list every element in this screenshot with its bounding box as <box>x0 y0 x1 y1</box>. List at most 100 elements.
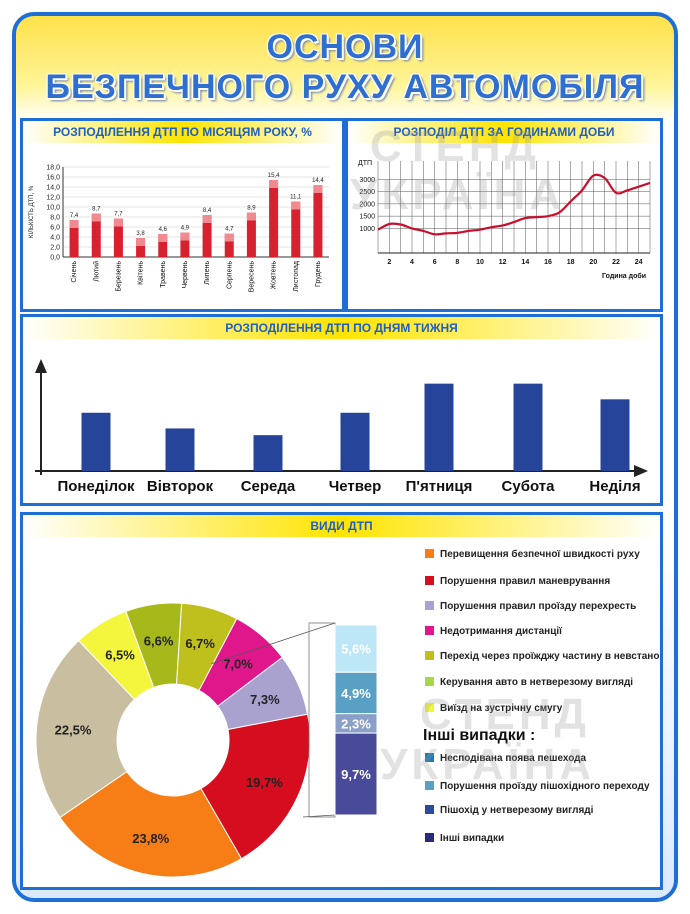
types-legend-swatch <box>425 626 434 635</box>
months-bar <box>136 238 146 257</box>
types-connector-bottom <box>302 814 336 818</box>
months-category-label: Липень <box>204 261 211 285</box>
types-legend-label: Порушення проїзду пішохідного переходу <box>440 781 650 792</box>
hours-xtick-label: 4 <box>410 259 414 266</box>
types-legend-swatch <box>425 601 434 610</box>
months-ytick-label: 8,0 <box>50 215 60 222</box>
types-connector-top <box>211 622 336 665</box>
types-legend-label: Порушення правил маневрування <box>440 576 610 587</box>
weekdays-category-label: Середа <box>241 478 296 495</box>
months-ytick-label: 12,0 <box>46 195 60 202</box>
weekdays-bar <box>513 383 543 471</box>
weekdays-y-axis-arrow <box>35 359 47 373</box>
months-category-label: Вересень <box>248 261 255 293</box>
months-bar-value-label: 14,4 <box>312 178 324 184</box>
types-legend-label: Недотримання дистанції <box>440 626 562 637</box>
hours-ytick-label: 2500 <box>359 189 375 196</box>
types-slice-label: 19,7% <box>246 775 283 790</box>
types-legend-swatch <box>425 576 434 585</box>
months-ytick-label: 4,0 <box>50 235 60 242</box>
types-slice-label: 23,8% <box>132 831 169 846</box>
months-bar <box>158 234 168 257</box>
months-bar-highlight <box>69 220 79 228</box>
types-donut-slice <box>59 770 243 878</box>
months-bar-value-label: 11,1 <box>290 195 302 201</box>
hours-ytick-label: 1500 <box>359 214 375 221</box>
months-category-label: Березень <box>115 261 122 292</box>
months-chart: 0,0 2,0 4,0 6,0 8,0 10,0 12,0 14,0 16,0 18,0 КІЛЬК… <box>29 165 329 293</box>
months-y-axis-label: КІЛЬКІСТЬ ДТП, % <box>29 185 35 238</box>
types-legend-label: Перехід через проїжджу частину в невстан… <box>440 651 660 662</box>
months-bar-value-label: 4,9 <box>181 226 190 232</box>
months-category-label: Листопад <box>293 261 300 292</box>
hours-series-line <box>377 173 651 236</box>
weekdays-category-label: П'ятниця <box>406 478 473 495</box>
months-category-label: Жовтень <box>271 261 278 290</box>
months-bar-value-label: 7,7 <box>114 212 123 218</box>
months-bar-highlight <box>202 215 212 223</box>
types-legend-swatch <box>425 677 434 686</box>
types-legend-swatch <box>425 549 434 558</box>
months-category-label: Серпень <box>226 261 233 289</box>
months-bar <box>202 215 212 257</box>
months-category-label: Квітень <box>137 261 145 285</box>
types-legend-swatch <box>425 833 434 842</box>
types-slice-label: 6,7% <box>185 636 215 651</box>
types-legend-label: Перевищення безпечної швидкості руху <box>440 548 640 560</box>
types-legend-label: Керування авто в нетверезому вигляді <box>440 677 633 688</box>
hours-xtick-label: 12 <box>499 259 507 266</box>
months-bar-highlight <box>269 180 279 188</box>
months-bar-value-label: 8,9 <box>247 206 256 212</box>
months-category-label: Червень <box>182 261 189 289</box>
hours-x-axis-label: Година доби <box>602 272 646 280</box>
types-donut-slice <box>35 639 136 819</box>
hours-xtick-label: 2 <box>387 259 391 266</box>
weekdays-bar <box>600 399 630 471</box>
months-ytick-label: 10,0 <box>46 205 60 212</box>
types-legend-swatch <box>425 753 434 762</box>
months-bar <box>246 212 256 257</box>
types-legend-label: Інші випадки <box>440 833 504 844</box>
weekdays-chart: Понеділок Вівторок Середа Четвер П'ятниця Суб… <box>35 359 648 495</box>
types-breakdown-label: 4,9% <box>341 686 371 701</box>
types-legend-swatch <box>425 703 434 712</box>
months-ytick-label: 2,0 <box>50 245 60 252</box>
hours-xtick-label: 14 <box>521 259 529 266</box>
months-bar-highlight <box>113 218 123 227</box>
weekdays-bar <box>165 428 195 471</box>
months-bar-highlight <box>136 238 146 246</box>
months-bar-value-label: 3,8 <box>136 231 145 237</box>
months-bar <box>69 220 79 257</box>
hours-y-axis-label: ДТП <box>358 160 372 167</box>
weekdays-category-label: Четвер <box>329 478 382 495</box>
types-legend-label: Виїзд на зустрічну смугу <box>440 703 563 714</box>
months-bar <box>269 180 279 257</box>
hours-ytick-label: 1000 <box>359 226 375 233</box>
types-legend-swatch <box>425 805 434 814</box>
months-bar-value-label: 8,7 <box>92 207 101 213</box>
months-ytick-label: 18,0 <box>46 165 60 172</box>
types-slice-label: 22,5% <box>55 722 92 737</box>
types-slice-label: 7,0% <box>223 656 253 671</box>
hours-ytick-label: 2000 <box>359 201 375 208</box>
types-panel-heading: ВИДИ ДТП <box>23 515 660 537</box>
title-line-1: ОСНОВИ <box>266 28 424 66</box>
types-donut-slice <box>200 713 311 860</box>
types-connector-frame <box>308 622 336 818</box>
weekdays-bar <box>424 383 454 471</box>
months-bar <box>91 213 101 257</box>
hours-xtick-label: 6 <box>433 259 437 266</box>
months-bar-value-label: 4,6 <box>159 227 168 233</box>
types-breakdown-label: 9,7% <box>341 767 371 782</box>
weekdays-category-label: Субота <box>502 478 556 495</box>
months-category-label: Січень <box>70 261 78 283</box>
hours-panel: РОЗПОДІЛ ДТП ЗА ГОДИНАМИ ДОБИ 1000 1500 20… <box>345 118 663 312</box>
months-panel: РОЗПОДІЛЕННЯ ДТП ПО МІСЯЦЯМ РОКУ, % 0,0 2… <box>20 118 345 312</box>
weekdays-panel-heading: РОЗПОДІЛЕННЯ ДТП ПО ДНЯМ ТИЖНЯ <box>23 317 660 339</box>
types-legend-label: Пішохід у нетверезому вигляді <box>440 805 594 816</box>
types-legend-label: Порушення правил проїзду перехресть <box>440 601 636 612</box>
types-breakdown-segment <box>334 624 378 673</box>
weekdays-bar <box>340 412 370 471</box>
types-slice-label: 6,5% <box>105 648 135 663</box>
title-line-2: БЕЗПЕЧНОГО РУХУ АВТОМОБІЛЯ <box>45 68 645 106</box>
